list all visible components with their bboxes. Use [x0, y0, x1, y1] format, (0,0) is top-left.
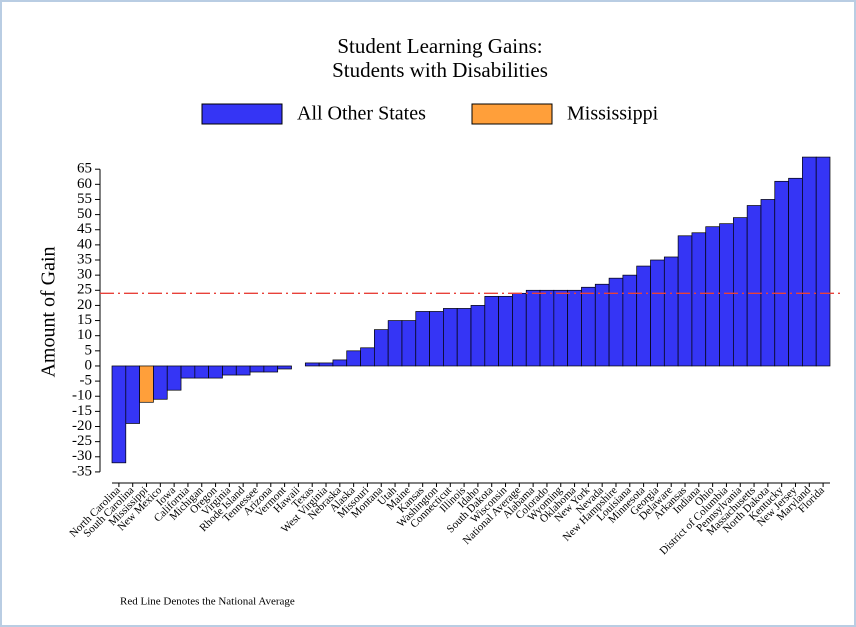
bar	[788, 177, 803, 367]
bar	[125, 365, 140, 424]
bar	[387, 320, 403, 367]
bar	[705, 226, 720, 367]
bar	[622, 274, 638, 367]
bar	[470, 305, 486, 367]
bar	[774, 180, 789, 367]
y-tick-label: 30	[77, 267, 92, 283]
y-tick-label: 60	[77, 176, 92, 192]
bar	[180, 365, 196, 379]
y-tick-label: 15	[77, 312, 92, 328]
y-tick-label: 10	[77, 327, 92, 343]
bar	[263, 365, 279, 373]
bar	[222, 365, 237, 376]
y-tick-label: 25	[77, 282, 92, 298]
bar	[166, 365, 182, 391]
y-tick-label: 40	[77, 236, 92, 252]
bar	[594, 283, 610, 367]
bar	[498, 295, 513, 367]
bar	[581, 286, 596, 367]
bar	[512, 292, 527, 367]
bar	[153, 365, 168, 400]
chart-title: Students with Disabilities	[332, 58, 548, 82]
bar	[677, 235, 693, 367]
y-tick-label: -5	[80, 373, 93, 389]
y-tick-label: 50	[77, 206, 92, 222]
y-tick-label: 35	[77, 251, 92, 267]
bar	[111, 365, 127, 464]
legend-swatch	[471, 103, 553, 125]
chart-title: Student Learning Gains:	[337, 34, 542, 58]
bar	[650, 259, 665, 367]
legend-label: All Other States	[297, 103, 426, 125]
bar	[456, 308, 472, 367]
bar	[318, 362, 334, 367]
y-tick-label: -25	[72, 433, 92, 449]
y-tick-label: 55	[77, 191, 92, 207]
bar	[553, 289, 569, 367]
y-tick-label: -10	[72, 388, 92, 404]
legend-label: Mississippi	[567, 103, 659, 125]
bar	[332, 359, 348, 367]
legend-swatch	[201, 103, 283, 125]
bar	[746, 205, 762, 367]
bar	[443, 308, 458, 367]
bar	[304, 362, 320, 367]
bar	[732, 217, 748, 367]
bar	[235, 365, 251, 376]
y-tick-label: 65	[77, 161, 92, 177]
bar	[608, 277, 624, 367]
bar	[249, 365, 265, 373]
bar	[760, 199, 776, 367]
bar	[802, 156, 817, 367]
bar	[663, 256, 679, 367]
bar	[360, 347, 375, 367]
y-tick-label: -35	[72, 463, 92, 479]
bar	[208, 365, 223, 379]
bar	[194, 365, 210, 379]
bar	[567, 289, 582, 367]
bar	[815, 156, 831, 367]
bar	[429, 311, 444, 367]
y-tick-label: -30	[72, 448, 92, 464]
y-axis-label: Amount of Gain	[38, 246, 60, 377]
bar	[525, 289, 541, 367]
y-tick-label: 20	[77, 297, 92, 313]
bar	[539, 289, 555, 367]
y-tick-label: 5	[85, 342, 93, 358]
y-tick-label: 45	[77, 221, 92, 237]
bar	[691, 232, 707, 367]
y-tick-label: 0	[85, 357, 93, 373]
y-tick-label: -20	[72, 418, 92, 434]
bar	[719, 223, 734, 367]
y-tick-label: -15	[72, 403, 92, 419]
bar	[636, 265, 651, 367]
bar	[484, 295, 499, 367]
bar	[277, 365, 292, 370]
bar	[373, 329, 389, 367]
bar	[346, 350, 361, 367]
bar	[139, 365, 154, 403]
bar	[415, 311, 430, 367]
bar	[401, 320, 417, 367]
note: Red Line Denotes the National Average	[120, 596, 295, 608]
